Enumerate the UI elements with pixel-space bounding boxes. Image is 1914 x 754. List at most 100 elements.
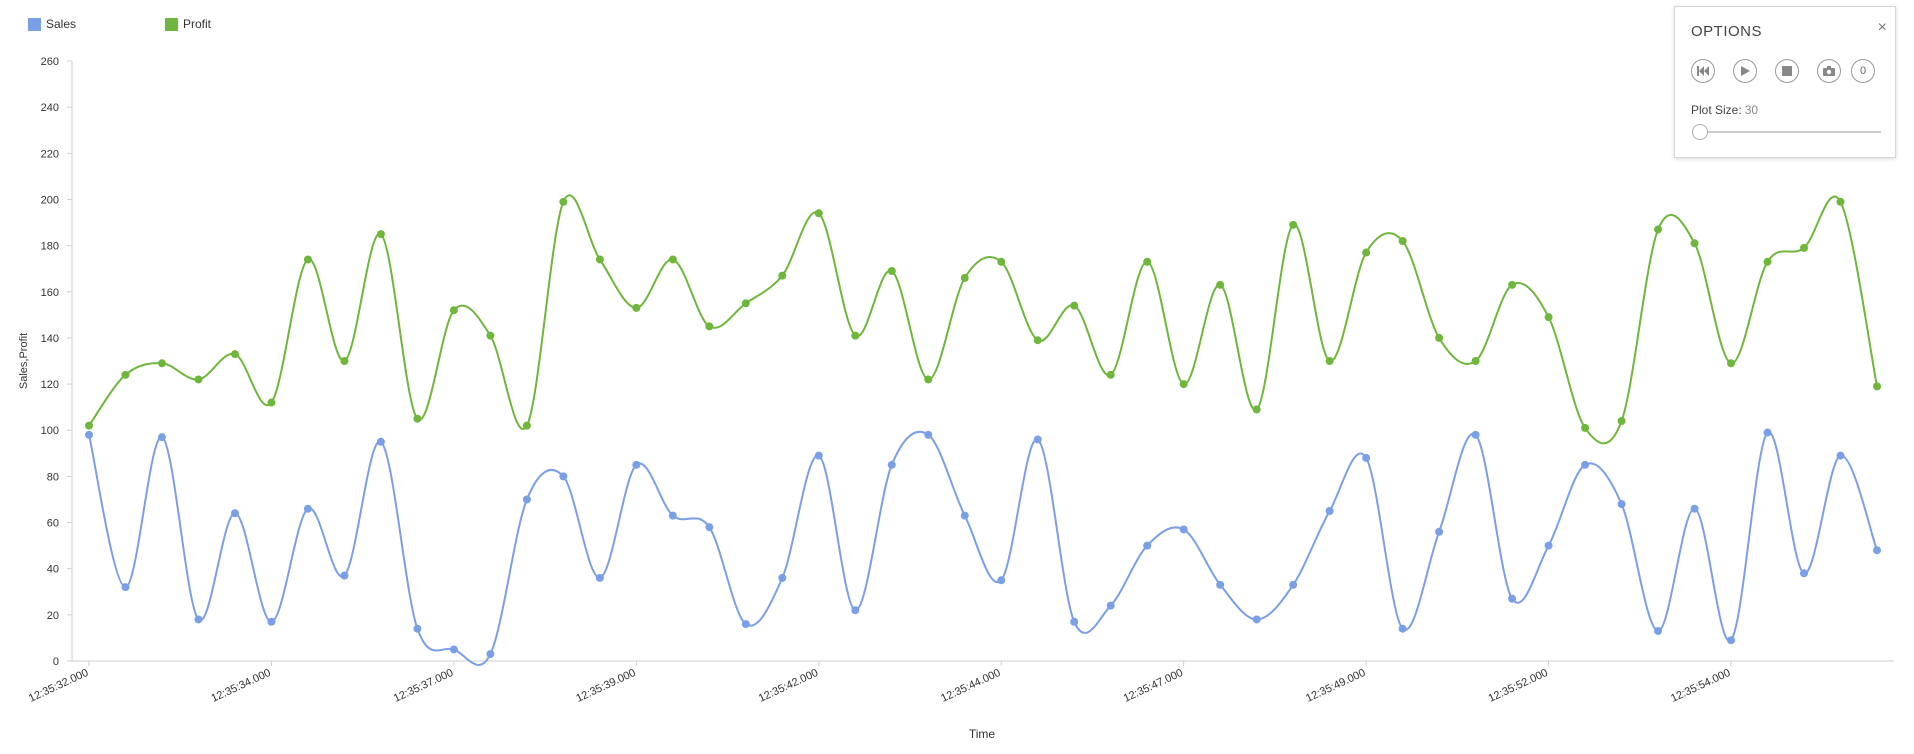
sales-data-point[interactable]: [376, 437, 385, 446]
sales-data-point[interactable]: [157, 433, 166, 442]
profit-data-point[interactable]: [1106, 370, 1115, 379]
stop-button[interactable]: [1775, 59, 1799, 83]
sales-data-point[interactable]: [1252, 615, 1261, 624]
sales-data-point[interactable]: [413, 624, 422, 633]
sales-data-point[interactable]: [1654, 627, 1663, 635]
sales-data-point[interactable]: [1800, 569, 1809, 578]
sales-data-point[interactable]: [1216, 580, 1225, 589]
profit-data-point[interactable]: [376, 230, 385, 239]
sales-data-point[interactable]: [1435, 527, 1444, 536]
sales-data-point[interactable]: [1179, 525, 1188, 534]
sales-data-point[interactable]: [1471, 430, 1480, 439]
sales-data-point[interactable]: [1727, 636, 1736, 645]
sales-data-point[interactable]: [1325, 507, 1334, 515]
profit-data-point[interactable]: [960, 273, 969, 282]
profit-data-point[interactable]: [121, 370, 130, 379]
profit-data-point[interactable]: [413, 414, 422, 423]
sales-data-point[interactable]: [1508, 594, 1517, 603]
profit-data-point[interactable]: [486, 331, 495, 340]
profit-data-point[interactable]: [230, 350, 239, 359]
legend-item-sales[interactable]: Sales: [28, 16, 76, 32]
profit-data-point[interactable]: [741, 299, 750, 308]
plot-size-slider-track[interactable]: [1699, 131, 1881, 133]
sales-data-point[interactable]: [1033, 435, 1042, 444]
profit-data-point[interactable]: [632, 303, 641, 312]
profit-data-point[interactable]: [1070, 301, 1079, 310]
sales-data-point[interactable]: [1873, 546, 1881, 555]
sales-data-point[interactable]: [1763, 428, 1772, 437]
sales-data-point[interactable]: [303, 504, 312, 513]
profit-data-point[interactable]: [1763, 257, 1772, 266]
close-icon[interactable]: ×: [1877, 19, 1887, 36]
sales-data-point[interactable]: [924, 430, 933, 439]
sales-data-point[interactable]: [1070, 617, 1079, 626]
profit-data-point[interactable]: [1216, 280, 1225, 289]
profit-data-point[interactable]: [924, 375, 933, 384]
profit-data-point[interactable]: [1362, 248, 1371, 257]
sales-data-point[interactable]: [851, 606, 860, 615]
sales-data-point[interactable]: [778, 573, 787, 582]
profit-data-point[interactable]: [1398, 237, 1407, 245]
sales-data-point[interactable]: [267, 617, 276, 626]
sales-data-point[interactable]: [1836, 451, 1845, 460]
profit-data-point[interactable]: [1435, 333, 1444, 342]
sales-data-point[interactable]: [741, 620, 750, 629]
rewind-button[interactable]: [1691, 59, 1715, 83]
profit-data-point[interactable]: [522, 421, 531, 430]
profit-data-point[interactable]: [267, 398, 276, 407]
sales-data-point[interactable]: [486, 650, 495, 659]
sales-data-point[interactable]: [85, 430, 93, 439]
sales-data-point[interactable]: [887, 460, 896, 469]
profit-data-point[interactable]: [1471, 357, 1480, 365]
sales-data-point[interactable]: [230, 509, 239, 518]
profit-data-point[interactable]: [668, 255, 677, 264]
profit-data-point[interactable]: [595, 255, 604, 264]
sales-data-point[interactable]: [1289, 580, 1298, 589]
sales-data-point[interactable]: [960, 511, 969, 520]
sales-data-point[interactable]: [559, 472, 568, 481]
legend-item-profit[interactable]: Profit: [165, 16, 211, 32]
sales-data-point[interactable]: [1581, 460, 1590, 469]
sales-data-point[interactable]: [1617, 500, 1626, 509]
profit-data-point[interactable]: [559, 197, 568, 206]
profit-data-point[interactable]: [1508, 280, 1517, 289]
profit-data-point[interactable]: [1252, 405, 1261, 414]
sales-data-point[interactable]: [194, 615, 203, 624]
sales-data-point[interactable]: [1544, 541, 1553, 550]
profit-data-point[interactable]: [157, 359, 166, 368]
sales-data-point[interactable]: [449, 645, 458, 654]
plot-size-slider-handle[interactable]: [1692, 124, 1708, 140]
profit-data-point[interactable]: [778, 271, 787, 280]
sales-data-point[interactable]: [1106, 601, 1115, 610]
sales-data-point[interactable]: [997, 576, 1006, 585]
profit-data-point[interactable]: [1289, 220, 1298, 229]
sales-data-point[interactable]: [705, 523, 714, 532]
sales-data-point[interactable]: [1143, 541, 1152, 550]
play-button[interactable]: [1733, 59, 1757, 83]
profit-data-point[interactable]: [1033, 336, 1042, 345]
sales-data-point[interactable]: [340, 571, 349, 580]
profit-data-point[interactable]: [1836, 197, 1845, 206]
sales-data-point[interactable]: [1362, 453, 1371, 462]
profit-data-point[interactable]: [194, 375, 203, 384]
profit-data-point[interactable]: [1800, 243, 1809, 252]
profit-data-point[interactable]: [1544, 313, 1553, 322]
profit-data-point[interactable]: [1654, 225, 1663, 234]
profit-data-point[interactable]: [1690, 239, 1699, 248]
profit-data-point[interactable]: [887, 267, 896, 275]
sales-data-point[interactable]: [1690, 504, 1699, 513]
profit-data-point[interactable]: [1143, 257, 1152, 266]
sales-data-point[interactable]: [595, 573, 604, 582]
profit-data-point[interactable]: [85, 421, 93, 430]
profit-data-point[interactable]: [340, 357, 349, 365]
sales-data-point[interactable]: [632, 460, 641, 469]
profit-data-point[interactable]: [1179, 380, 1188, 389]
profit-data-point[interactable]: [1325, 357, 1334, 365]
profit-data-point[interactable]: [997, 257, 1006, 266]
sales-data-point[interactable]: [1398, 624, 1407, 633]
profit-data-point[interactable]: [449, 306, 458, 315]
profit-data-point[interactable]: [1873, 382, 1881, 391]
snapshot-button[interactable]: [1817, 59, 1841, 83]
sales-data-point[interactable]: [668, 511, 677, 520]
profit-data-point[interactable]: [705, 322, 714, 331]
